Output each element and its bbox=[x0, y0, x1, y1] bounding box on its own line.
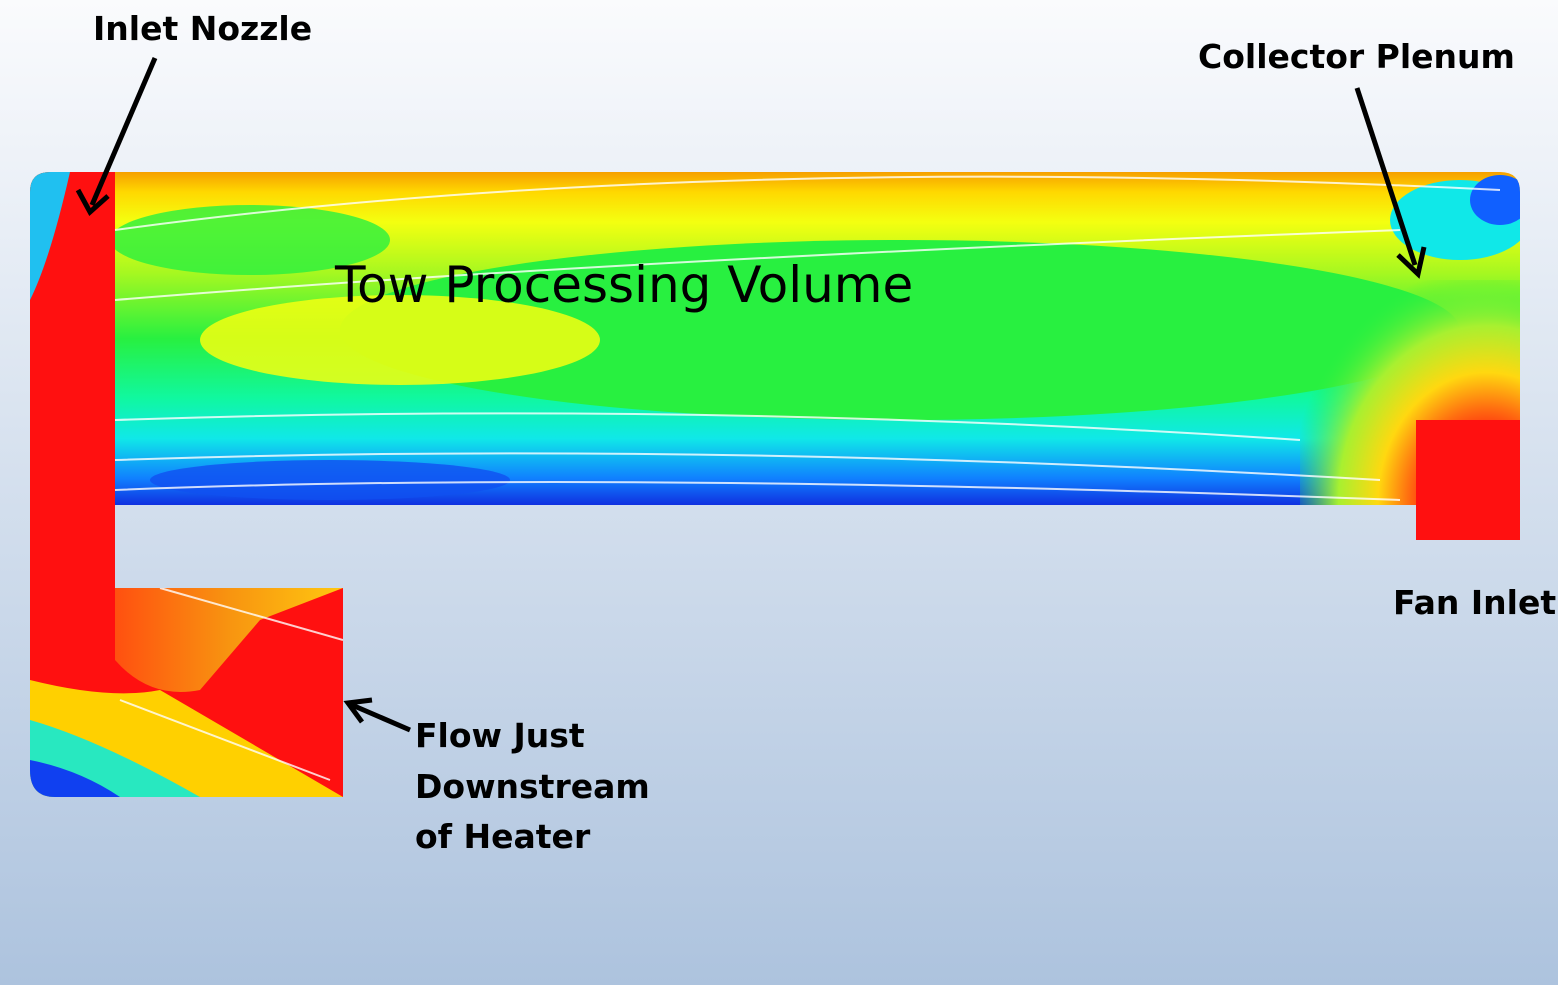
arrows bbox=[75, 57, 1427, 733]
label: of Heater bbox=[415, 817, 591, 856]
label: Downstream bbox=[415, 767, 650, 806]
label: Fan Inlet bbox=[1393, 583, 1556, 622]
label: Inlet Nozzle bbox=[93, 9, 312, 48]
contour-plot bbox=[30, 172, 1520, 797]
label: Tow Processing Volume bbox=[334, 256, 913, 314]
label: Collector Plenum bbox=[1198, 37, 1515, 76]
label: Flow Just bbox=[415, 716, 585, 755]
